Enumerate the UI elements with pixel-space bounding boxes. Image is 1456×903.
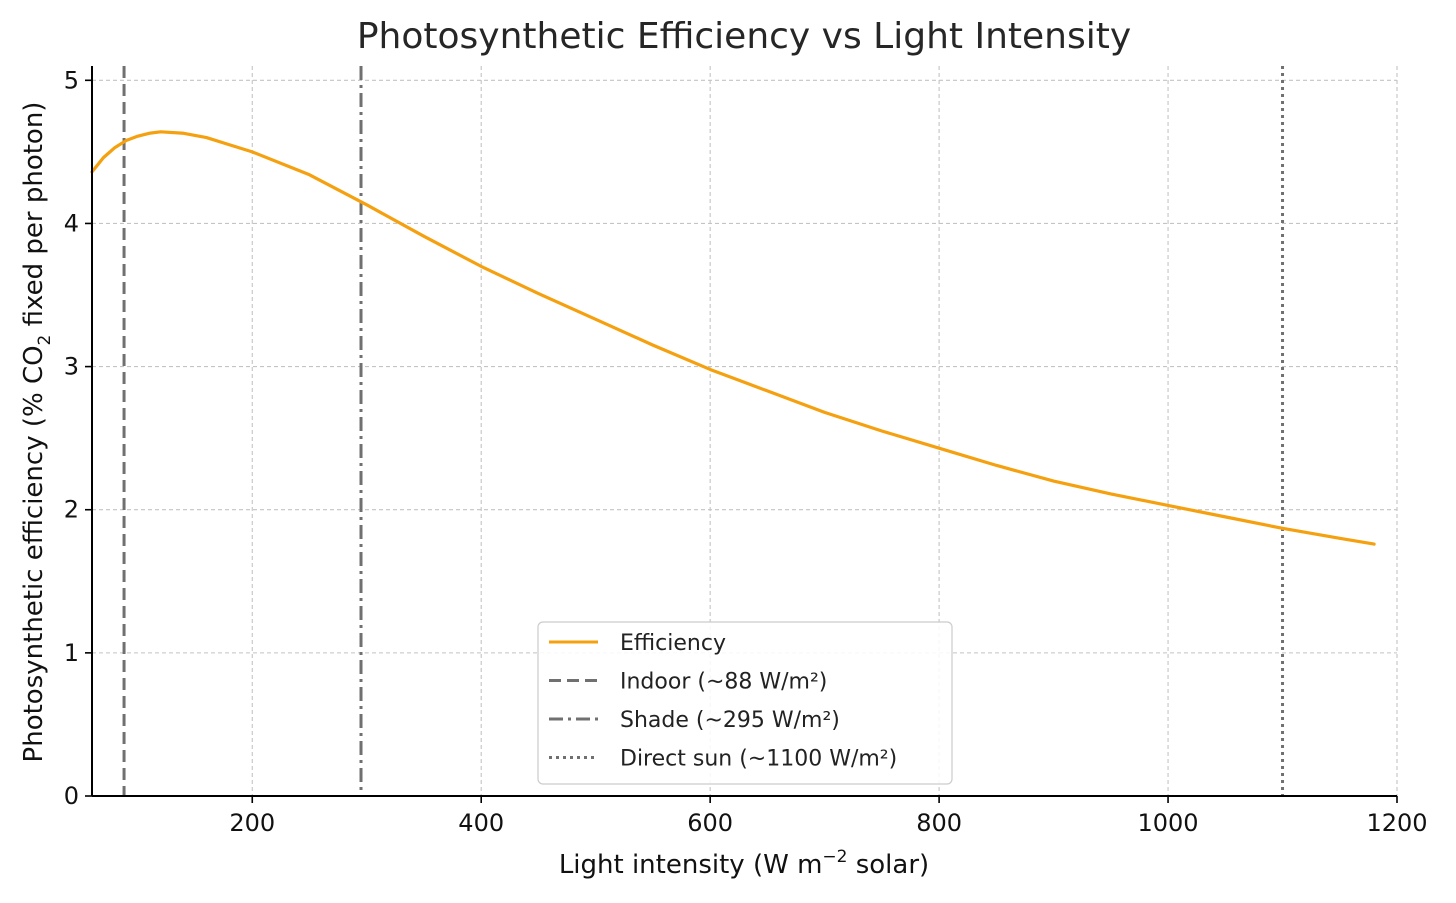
- axes-layer: [91, 66, 1397, 797]
- reference-lines-layer: [122, 66, 1285, 796]
- y-axis-label-suffix: fixed per photon): [19, 102, 49, 335]
- legend-label: Shade (~295 W/m²): [620, 708, 840, 733]
- y-tick-label: 2: [64, 496, 79, 524]
- y-tick-label: 0: [64, 782, 79, 810]
- x-tick-label: 400: [458, 809, 504, 837]
- y-tick-label: 3: [64, 353, 79, 381]
- y-tick-label: 1: [64, 639, 79, 667]
- x-axis-label: Light intensity (W m−2 solar): [559, 847, 929, 880]
- legend: Efficiency Indoor (~88 W/m²) Shade (~295 W…: [537, 621, 953, 785]
- legend-frame: [537, 621, 953, 785]
- y-axis-label-subscript: 2: [35, 335, 55, 346]
- x-tick-label: 1200: [1366, 809, 1427, 837]
- x-tick-label: 200: [229, 809, 275, 837]
- y-tick-label: 4: [64, 209, 79, 237]
- y-axis-label-prefix: Photosynthetic efficiency (% CO: [19, 345, 49, 762]
- chart-title: Photosynthetic Efficiency vs Light Inten…: [357, 16, 1131, 57]
- x-tick-label: 800: [916, 809, 962, 837]
- series-layer: [90, 130, 1376, 546]
- legend-label: Efficiency: [620, 631, 726, 656]
- x-tick-label: 1000: [1138, 809, 1199, 837]
- series-line-efficiency: [90, 130, 1376, 546]
- x-axis-label-prefix: Light intensity (W m: [559, 850, 823, 880]
- legend-label: Indoor (~88 W/m²): [620, 670, 827, 695]
- ticks-layer: 200 400 600 800 1000 1200 0 1 2 3 4 5: [64, 66, 1428, 837]
- x-tick-label: 600: [687, 809, 733, 837]
- y-axis-label: Photosynthetic efficiency (% CO2 fixed p…: [19, 102, 55, 763]
- legend-label: Direct sun (~1100 W/m²): [620, 747, 897, 772]
- y-tick-label: 5: [64, 66, 79, 94]
- x-axis-label-suffix: solar): [847, 850, 929, 880]
- legend-entries: Efficiency Indoor (~88 W/m²) Shade (~295 W…: [549, 631, 897, 772]
- x-axis-label-superscript: −2: [822, 847, 847, 867]
